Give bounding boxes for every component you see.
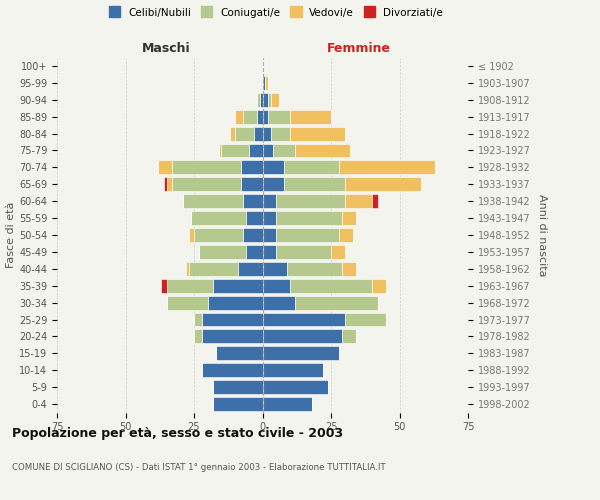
Bar: [271, 93, 279, 106]
Bar: [254, 126, 263, 140]
Text: Femmine: Femmine: [327, 42, 391, 55]
Bar: [284, 160, 339, 174]
Bar: [244, 228, 263, 242]
Bar: [263, 330, 342, 344]
Bar: [372, 194, 377, 208]
Bar: [241, 160, 263, 174]
Bar: [263, 312, 344, 326]
Bar: [230, 126, 235, 140]
Bar: [213, 397, 263, 411]
Bar: [199, 245, 246, 259]
Bar: [244, 110, 257, 124]
Bar: [263, 346, 339, 360]
Bar: [342, 262, 356, 276]
Bar: [202, 312, 263, 326]
Bar: [263, 279, 290, 292]
Bar: [265, 76, 268, 90]
Bar: [202, 364, 263, 377]
Bar: [295, 144, 350, 158]
Bar: [263, 364, 323, 377]
Bar: [276, 245, 331, 259]
Bar: [339, 160, 435, 174]
Bar: [186, 262, 188, 276]
Bar: [238, 262, 263, 276]
Bar: [221, 144, 249, 158]
Bar: [249, 144, 263, 158]
Bar: [263, 262, 287, 276]
Bar: [260, 93, 263, 106]
Bar: [263, 211, 276, 225]
Bar: [194, 312, 202, 326]
Bar: [183, 194, 244, 208]
Y-axis label: Anni di nascita: Anni di nascita: [537, 194, 547, 276]
Bar: [274, 144, 295, 158]
Bar: [263, 245, 276, 259]
Bar: [290, 126, 344, 140]
Bar: [244, 194, 263, 208]
Y-axis label: Fasce di età: Fasce di età: [6, 202, 16, 268]
Bar: [344, 178, 421, 191]
Bar: [276, 194, 344, 208]
Bar: [158, 160, 172, 174]
Bar: [268, 93, 271, 106]
Bar: [202, 330, 263, 344]
Bar: [235, 110, 244, 124]
Text: COMUNE DI SCIGLIANO (CS) - Dati ISTAT 1° gennaio 2003 - Elaborazione TUTTITALIA.: COMUNE DI SCIGLIANO (CS) - Dati ISTAT 1°…: [12, 462, 386, 471]
Bar: [342, 330, 356, 344]
Bar: [167, 178, 172, 191]
Bar: [290, 110, 331, 124]
Bar: [164, 178, 167, 191]
Bar: [344, 194, 372, 208]
Bar: [344, 312, 386, 326]
Bar: [284, 178, 345, 191]
Bar: [194, 330, 202, 344]
Text: Popolazione per età, sesso e stato civile - 2003: Popolazione per età, sesso e stato civil…: [12, 428, 343, 440]
Bar: [287, 262, 342, 276]
Bar: [172, 160, 241, 174]
Bar: [342, 211, 356, 225]
Bar: [263, 178, 284, 191]
Bar: [263, 380, 328, 394]
Bar: [213, 380, 263, 394]
Bar: [263, 397, 312, 411]
Bar: [257, 110, 263, 124]
Bar: [191, 211, 246, 225]
Bar: [263, 76, 265, 90]
Bar: [218, 144, 221, 158]
Bar: [290, 279, 372, 292]
Bar: [257, 93, 260, 106]
Bar: [263, 93, 268, 106]
Bar: [246, 245, 263, 259]
Bar: [161, 279, 167, 292]
Bar: [268, 110, 290, 124]
Bar: [263, 228, 276, 242]
Bar: [208, 296, 263, 310]
Bar: [339, 228, 353, 242]
Bar: [263, 296, 295, 310]
Bar: [276, 228, 339, 242]
Bar: [263, 194, 276, 208]
Bar: [263, 126, 271, 140]
Bar: [213, 279, 263, 292]
Bar: [188, 228, 194, 242]
Bar: [295, 296, 377, 310]
Bar: [276, 211, 342, 225]
Legend: Celibi/Nubili, Coniugati/e, Vedovi/e, Divorziati/e: Celibi/Nubili, Coniugati/e, Vedovi/e, Di…: [109, 8, 443, 18]
Bar: [235, 126, 254, 140]
Bar: [263, 160, 284, 174]
Bar: [263, 144, 274, 158]
Bar: [188, 262, 238, 276]
Bar: [246, 211, 263, 225]
Bar: [194, 228, 244, 242]
Text: Maschi: Maschi: [142, 42, 190, 55]
Bar: [241, 178, 263, 191]
Bar: [263, 110, 268, 124]
Bar: [331, 245, 344, 259]
Bar: [167, 279, 213, 292]
Bar: [271, 126, 290, 140]
Bar: [167, 296, 208, 310]
Bar: [216, 346, 263, 360]
Bar: [172, 178, 241, 191]
Bar: [372, 279, 386, 292]
